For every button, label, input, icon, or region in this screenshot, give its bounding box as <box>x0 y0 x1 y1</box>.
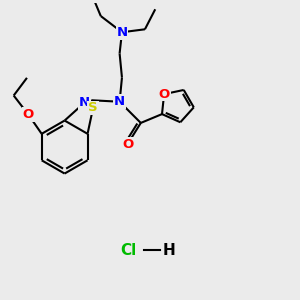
Text: N: N <box>114 95 125 108</box>
Text: H: H <box>163 243 175 258</box>
Text: O: O <box>158 88 170 100</box>
Text: O: O <box>122 138 133 151</box>
Text: Cl: Cl <box>120 243 136 258</box>
Text: O: O <box>23 108 34 121</box>
Text: S: S <box>88 101 98 114</box>
Text: N: N <box>116 26 128 39</box>
Text: N: N <box>79 96 90 109</box>
